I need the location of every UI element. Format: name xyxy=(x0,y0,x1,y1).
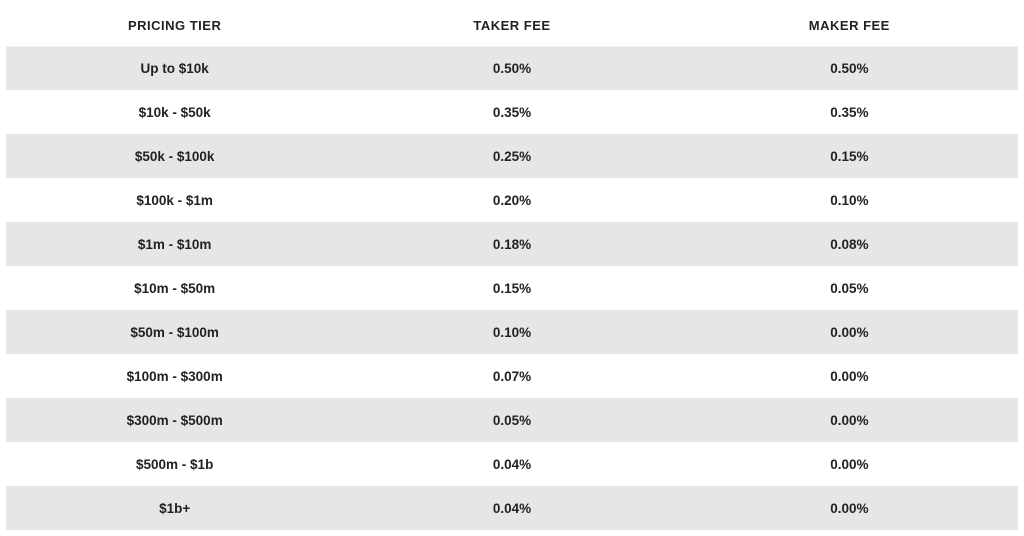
cell-taker: 0.10% xyxy=(343,310,680,354)
cell-tier: $100m - $300m xyxy=(6,354,343,398)
cell-maker: 0.35% xyxy=(681,90,1018,134)
table-row: $100m - $300m0.07%0.00% xyxy=(6,354,1018,398)
header-pricing-tier: PRICING TIER xyxy=(6,6,343,46)
pricing-table: PRICING TIER TAKER FEE MAKER FEE Up to $… xyxy=(6,6,1018,530)
cell-tier: $300m - $500m xyxy=(6,398,343,442)
cell-tier: $50m - $100m xyxy=(6,310,343,354)
cell-tier: $100k - $1m xyxy=(6,178,343,222)
cell-tier: $10m - $50m xyxy=(6,266,343,310)
cell-maker: 0.00% xyxy=(681,310,1018,354)
cell-taker: 0.25% xyxy=(343,134,680,178)
table-row: $50k - $100k0.25%0.15% xyxy=(6,134,1018,178)
table-row: $300m - $500m0.05%0.00% xyxy=(6,398,1018,442)
cell-maker: 0.00% xyxy=(681,354,1018,398)
cell-taker: 0.04% xyxy=(343,486,680,530)
page-root: PRICING TIER TAKER FEE MAKER FEE Up to $… xyxy=(0,0,1024,536)
cell-taker: 0.20% xyxy=(343,178,680,222)
cell-tier: $10k - $50k xyxy=(6,90,343,134)
cell-taker: 0.05% xyxy=(343,398,680,442)
table-row: $10k - $50k0.35%0.35% xyxy=(6,90,1018,134)
cell-maker: 0.05% xyxy=(681,266,1018,310)
table-row: $1b+0.04%0.00% xyxy=(6,486,1018,530)
cell-maker: 0.08% xyxy=(681,222,1018,266)
cell-maker: 0.00% xyxy=(681,442,1018,486)
cell-tier: Up to $10k xyxy=(6,46,343,90)
cell-taker: 0.15% xyxy=(343,266,680,310)
table-row: $500m - $1b0.04%0.00% xyxy=(6,442,1018,486)
header-maker-fee: MAKER FEE xyxy=(681,6,1018,46)
header-row: PRICING TIER TAKER FEE MAKER FEE xyxy=(6,6,1018,46)
cell-tier: $1b+ xyxy=(6,486,343,530)
cell-maker: 0.50% xyxy=(681,46,1018,90)
table-row: $10m - $50m0.15%0.05% xyxy=(6,266,1018,310)
table-body: Up to $10k0.50%0.50%$10k - $50k0.35%0.35… xyxy=(6,46,1018,530)
table-row: $100k - $1m0.20%0.10% xyxy=(6,178,1018,222)
table-row: $1m - $10m0.18%0.08% xyxy=(6,222,1018,266)
cell-taker: 0.07% xyxy=(343,354,680,398)
cell-tier: $500m - $1b xyxy=(6,442,343,486)
cell-maker: 0.00% xyxy=(681,398,1018,442)
cell-taker: 0.50% xyxy=(343,46,680,90)
cell-tier: $1m - $10m xyxy=(6,222,343,266)
cell-taker: 0.04% xyxy=(343,442,680,486)
cell-maker: 0.00% xyxy=(681,486,1018,530)
table-row: Up to $10k0.50%0.50% xyxy=(6,46,1018,90)
cell-maker: 0.10% xyxy=(681,178,1018,222)
table-row: $50m - $100m0.10%0.00% xyxy=(6,310,1018,354)
cell-maker: 0.15% xyxy=(681,134,1018,178)
cell-taker: 0.18% xyxy=(343,222,680,266)
table-header: PRICING TIER TAKER FEE MAKER FEE xyxy=(6,6,1018,46)
header-taker-fee: TAKER FEE xyxy=(343,6,680,46)
cell-taker: 0.35% xyxy=(343,90,680,134)
cell-tier: $50k - $100k xyxy=(6,134,343,178)
